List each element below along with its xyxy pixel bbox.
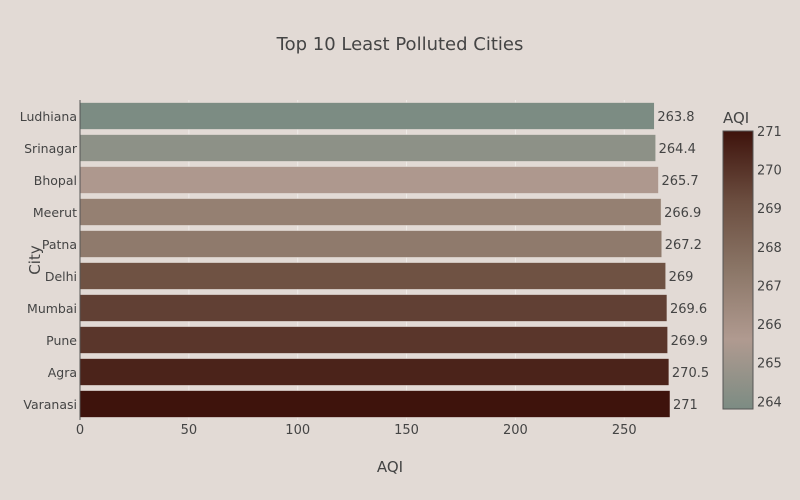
bar-value-label: 270.5 [672, 366, 709, 381]
bar [79, 358, 670, 386]
colorbar-tick-label: 267 [757, 279, 782, 294]
colorbar-tick-label: 265 [757, 357, 782, 372]
colorbar: AQI 264 265 266 267 268 269 270 271 [722, 109, 782, 410]
bar-value-label: 269.6 [670, 302, 707, 317]
colorbar-ticks: 264 265 266 267 268 269 270 271 [757, 125, 782, 410]
colorbar-title: AQI [723, 109, 749, 127]
colorbar-tick-label: 271 [757, 125, 782, 140]
bar [79, 390, 671, 418]
bar [79, 166, 659, 194]
y-category-label: Mumbai [27, 301, 77, 316]
y-category-label: Varanasi [23, 397, 77, 412]
bar [79, 294, 668, 322]
y-axis-categories: Ludhiana Srinagar Bhopal Meerut Patna Delhi Mu… [20, 109, 78, 412]
x-tick-label: 100 [285, 423, 310, 438]
bar [79, 134, 656, 162]
x-tick-label: 250 [612, 423, 637, 438]
bar [79, 262, 666, 290]
bar-value-label: 264.4 [659, 142, 696, 157]
bar [79, 326, 668, 354]
bar-value-label: 269.9 [671, 334, 708, 349]
colorbar-tick-label: 268 [757, 241, 782, 256]
colorbar-tick-label: 264 [757, 395, 782, 410]
bar [79, 230, 662, 258]
bar-value-label: 271 [673, 398, 698, 413]
colorbar-tick-label: 270 [757, 164, 782, 179]
y-category-label: Pune [46, 333, 77, 348]
bar-value-label: 267.2 [665, 238, 702, 253]
colorbar-tick-label: 266 [757, 318, 782, 333]
x-axis-title: AQI [377, 458, 403, 476]
bar-value-label: 265.7 [661, 174, 698, 189]
bars: 263.8 264.4 265.7 266.9 267.2 269 269.6 269.9 27… [79, 102, 709, 418]
y-category-label: Srinagar [24, 141, 78, 156]
colorbar-tick-label: 269 [757, 202, 782, 217]
bar [79, 198, 662, 226]
y-category-label: Agra [48, 365, 77, 380]
x-tick-label: 150 [394, 423, 419, 438]
x-tick-label: 0 [76, 423, 84, 438]
x-tick-label: 200 [503, 423, 528, 438]
y-category-label: Delhi [45, 269, 77, 284]
y-category-label: Ludhiana [20, 109, 77, 124]
bar-value-label: 269 [669, 270, 694, 285]
y-category-label: Patna [42, 237, 77, 252]
bar-value-label: 266.9 [664, 206, 701, 221]
y-axis-title: City [26, 245, 44, 275]
bar-value-label: 263.8 [657, 110, 694, 125]
y-category-label: Meerut [33, 205, 77, 220]
x-axis-ticks: 0 50 100 150 200 250 [76, 423, 637, 438]
chart-title: Top 10 Least Polluted Cities [276, 34, 524, 55]
colorbar-gradient [722, 130, 754, 410]
bar [79, 102, 655, 130]
x-tick-label: 50 [181, 423, 198, 438]
y-category-label: Bhopal [34, 173, 77, 188]
